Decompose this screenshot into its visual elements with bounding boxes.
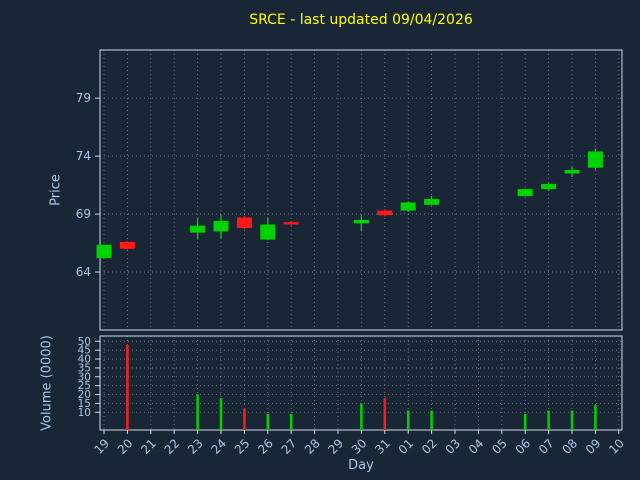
candle-body: [353, 219, 369, 224]
volume-bar: [430, 410, 433, 430]
volume-bar: [360, 403, 363, 430]
x-tick-label: 01: [396, 436, 417, 457]
candle-body: [587, 151, 603, 168]
day-axis-label: Day: [348, 458, 374, 473]
candle-body: [377, 210, 393, 216]
volume-bar: [406, 410, 410, 430]
volume-tick-label: 15: [78, 398, 91, 410]
price-panel-frame: [99, 49, 623, 331]
candle-body: [260, 224, 276, 240]
volume-bar: [243, 408, 246, 430]
candle-body: [541, 183, 557, 190]
x-tick-label: 02: [419, 436, 440, 457]
volume-tick-label: 10: [78, 407, 91, 419]
volume-tick-label: 20: [78, 389, 91, 401]
x-tick-label: 29: [325, 436, 346, 457]
candle-body: [190, 225, 206, 233]
volume-bar: [594, 405, 597, 430]
x-tick-label: 19: [91, 436, 112, 457]
candle-body: [96, 244, 112, 259]
candle-body: [213, 221, 229, 232]
x-tick-label: 31: [372, 436, 393, 457]
x-tick-label: 04: [466, 436, 487, 457]
volume-tick-label: 25: [78, 380, 91, 392]
volume-tick-label: 40: [78, 354, 91, 366]
x-tick-label: 30: [349, 436, 370, 457]
candle-body: [517, 189, 533, 197]
x-tick-label: 27: [279, 436, 300, 457]
x-tick-label: 09: [583, 436, 604, 457]
volume-bar: [523, 414, 527, 430]
x-tick-label: 26: [255, 436, 276, 457]
candle-body: [283, 222, 299, 225]
chart-title: SRCE - last updated 09/04/2026: [249, 12, 473, 28]
x-tick-label: 24: [208, 436, 229, 457]
x-tick-label: 20: [115, 436, 136, 457]
x-tick-label: 08: [559, 436, 580, 457]
x-tick-label: 21: [138, 436, 159, 457]
price-tick-label: 79: [76, 91, 91, 105]
volume-bar: [570, 410, 574, 430]
x-tick-label: 23: [185, 436, 206, 457]
volume-tick-label: 45: [78, 345, 91, 357]
candle-body: [424, 198, 440, 205]
volume-bar: [547, 410, 550, 430]
price-tick-label: 64: [76, 265, 91, 279]
x-tick-label: 25: [232, 436, 253, 457]
candle-body: [564, 170, 580, 174]
x-tick-label: 28: [302, 436, 323, 457]
candle-body: [400, 202, 416, 211]
volume-bar: [266, 414, 270, 430]
x-tick-label: 05: [489, 436, 510, 457]
volume-bar: [383, 398, 387, 430]
volume-tick-label: 50: [78, 336, 91, 348]
volume-bar: [196, 394, 199, 430]
candle-body: [236, 217, 252, 228]
volume-tick-label: 35: [78, 362, 91, 374]
x-tick-label: 22: [162, 436, 183, 457]
x-tick-label: 07: [536, 436, 557, 457]
x-tick-label: 06: [513, 436, 534, 457]
volume-bar: [289, 414, 293, 430]
x-tick-label: 10: [606, 436, 627, 457]
x-tick-label: 03: [442, 436, 463, 457]
candle-body: [119, 241, 135, 249]
price-tick-label: 74: [76, 149, 91, 163]
volume-bar: [126, 344, 129, 430]
volume-bar: [219, 398, 223, 430]
volume-tick-label: 30: [78, 371, 91, 383]
price-tick-label: 69: [76, 207, 91, 221]
